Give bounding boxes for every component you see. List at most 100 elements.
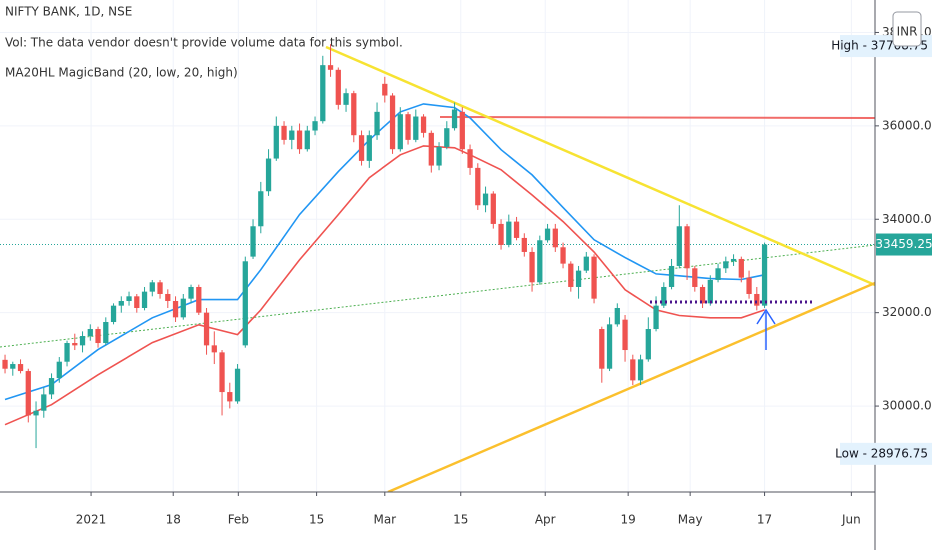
candle-body bbox=[699, 286, 706, 304]
candle-body bbox=[459, 111, 465, 150]
candle-body bbox=[575, 270, 582, 287]
candle-body bbox=[467, 149, 473, 168]
candle-body bbox=[382, 83, 388, 96]
currency-label[interactable]: INR bbox=[897, 25, 918, 39]
candle-body bbox=[366, 135, 372, 161]
candle-body bbox=[273, 125, 279, 159]
candle-body bbox=[482, 193, 489, 206]
candle-body bbox=[498, 223, 504, 245]
candle-body bbox=[560, 247, 566, 264]
candle-body bbox=[490, 193, 496, 224]
x-tick-label: 19 bbox=[621, 513, 636, 527]
candle-body bbox=[33, 410, 39, 416]
candle-body bbox=[79, 336, 86, 346]
candle-body bbox=[676, 226, 682, 266]
x-tick-label: 2021 bbox=[76, 513, 107, 527]
low-marker: Low - 28976.75 bbox=[835, 442, 932, 465]
currency-button[interactable] bbox=[892, 11, 922, 47]
candle-body bbox=[451, 109, 458, 129]
trend-dotted bbox=[0, 244, 876, 348]
candle-body bbox=[64, 343, 70, 362]
candle-body bbox=[444, 128, 450, 147]
candle-body bbox=[506, 221, 512, 245]
candle-body bbox=[110, 305, 117, 323]
x-tick-label: Mar bbox=[373, 513, 396, 527]
candle-body bbox=[141, 291, 148, 308]
candle-body bbox=[56, 361, 62, 379]
candle-body bbox=[405, 114, 411, 140]
x-tick-label: May bbox=[678, 513, 703, 527]
price-axis-panel bbox=[875, 0, 932, 550]
candle-body bbox=[436, 146, 442, 166]
candle-body bbox=[2, 359, 8, 369]
x-tick-label: Jun bbox=[841, 513, 861, 527]
candle-body bbox=[374, 111, 380, 136]
candle-body bbox=[730, 258, 737, 262]
indicator-label: Vol: The data vendor doesn't provide vol… bbox=[5, 36, 403, 50]
y-tick-label: 30000.00 bbox=[882, 399, 932, 413]
y-tick-label: 34000.00 bbox=[882, 212, 932, 226]
candle-body bbox=[630, 359, 636, 381]
candle-body bbox=[296, 130, 303, 150]
resistance-line bbox=[439, 116, 876, 119]
drawings bbox=[0, 45, 876, 494]
candle-body bbox=[134, 296, 140, 308]
candle-body bbox=[599, 329, 605, 369]
candle-body bbox=[738, 258, 744, 278]
candle-body bbox=[48, 378, 55, 395]
last-price-box bbox=[876, 233, 932, 256]
candle-body bbox=[196, 286, 202, 313]
candle-body bbox=[521, 237, 527, 252]
upper-trendline bbox=[325, 45, 876, 287]
candle-body bbox=[428, 132, 434, 166]
candle-body bbox=[242, 261, 248, 346]
candle-body bbox=[537, 240, 543, 283]
chart-title: NIFTY BANK, 1D, NSE bbox=[5, 5, 132, 19]
candle-body bbox=[761, 244, 768, 306]
candle-body bbox=[661, 286, 667, 306]
candle-body bbox=[87, 329, 93, 337]
candle-body bbox=[157, 282, 163, 294]
arrow-head bbox=[756, 308, 776, 325]
time-axis-panel bbox=[0, 492, 875, 550]
candle-body bbox=[41, 394, 47, 411]
candle-body bbox=[692, 268, 698, 287]
candle-body bbox=[72, 343, 78, 346]
candle-body bbox=[343, 93, 349, 105]
candle-body bbox=[320, 65, 326, 122]
y-tick-label: 36000.00 bbox=[882, 118, 932, 132]
candle-body bbox=[413, 116, 419, 140]
x-tick-label: 15 bbox=[309, 513, 324, 527]
candle-body bbox=[591, 256, 597, 299]
candle-body bbox=[529, 251, 535, 283]
candle-body bbox=[754, 293, 760, 306]
candle-body bbox=[10, 364, 16, 369]
candle-body bbox=[614, 307, 620, 325]
candle-body bbox=[265, 158, 272, 192]
x-tick-label: Feb bbox=[228, 513, 249, 527]
candle-body bbox=[95, 329, 101, 344]
candle-body bbox=[420, 116, 427, 133]
candle-body bbox=[645, 329, 651, 360]
candle-body bbox=[227, 392, 233, 402]
candle-body bbox=[250, 226, 256, 257]
candle-body bbox=[552, 228, 558, 248]
candle-body bbox=[475, 167, 481, 206]
y-tick-label: 32000.00 bbox=[882, 305, 932, 319]
candle-body bbox=[188, 286, 194, 299]
last-price-tag: 33459.25 bbox=[875, 233, 932, 256]
candle-body bbox=[513, 221, 520, 238]
low-marker-label: Low - 28976.75 bbox=[835, 446, 928, 460]
candle-body bbox=[335, 69, 341, 105]
candle-body bbox=[126, 296, 132, 301]
candle-body bbox=[568, 263, 574, 287]
candle-body bbox=[606, 324, 613, 369]
low-marker-box bbox=[840, 442, 932, 465]
candle-body bbox=[622, 319, 628, 351]
candle-body bbox=[25, 371, 31, 416]
candle-body bbox=[149, 282, 155, 292]
candle-body bbox=[234, 368, 241, 402]
marks bbox=[2, 44, 768, 449]
